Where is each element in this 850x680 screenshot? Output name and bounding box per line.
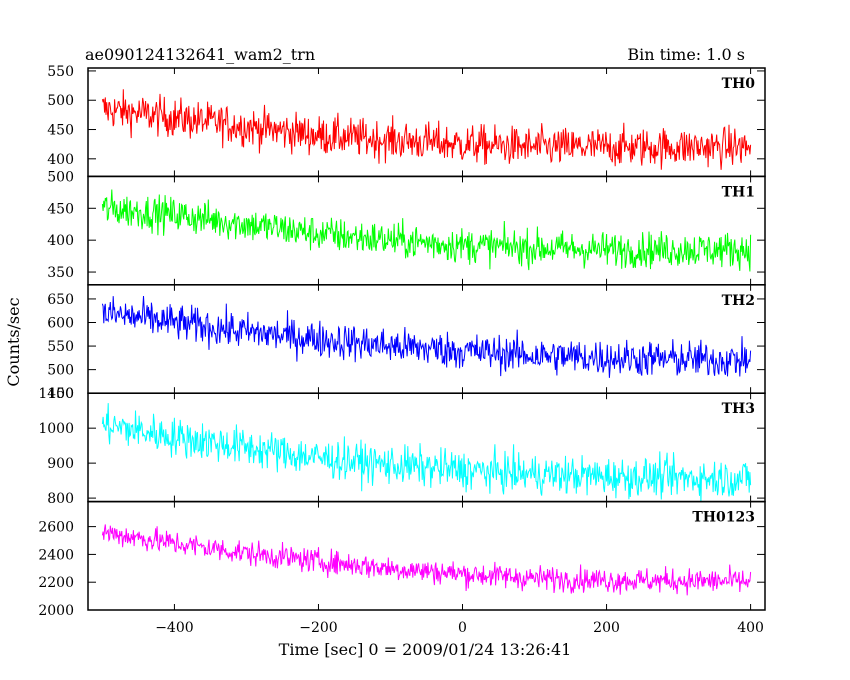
panels: 400 450 500 550 TH0 350 400 450 500 TH1 450 500 550 6… [38, 64, 766, 619]
series-label-th2: TH2 [722, 293, 755, 309]
x-axis-label: Time [sec] 0 = 2009/01/24 13:26:41 [279, 640, 572, 659]
y-tick-label: 800 [47, 491, 74, 507]
y-tick-label: 350 [47, 265, 74, 281]
series-label-th0: TH0 [722, 76, 756, 92]
y-tick-label: 1100 [38, 386, 74, 402]
panel-th3: 800 900 1000 1100 TH3 [38, 386, 766, 507]
y-tick-label: 500 [47, 363, 74, 379]
y-tick-label: 600 [47, 316, 74, 332]
y-tick-label: 1000 [38, 421, 74, 437]
series-line-th3 [101, 403, 752, 502]
y-tick-label: 550 [47, 64, 74, 80]
y-tick-label: 550 [47, 339, 74, 355]
y-tick-label: 450 [47, 386, 74, 402]
series-line-th0 [101, 89, 752, 170]
y-tick-label: 400 [47, 233, 74, 249]
x-tick-label: 0 [458, 620, 467, 636]
panel-th0: 400 450 500 550 TH0 [47, 64, 766, 178]
y-tick-label: 400 [47, 152, 74, 168]
x-tick-label: 200 [593, 620, 620, 636]
series-line-th0123 [101, 524, 752, 596]
series-line-th1 [101, 189, 752, 272]
series-label-th3: TH3 [722, 401, 755, 417]
panel-th2: 450 500 550 600 650 TH2 [47, 284, 766, 402]
y-tick-label: 900 [47, 456, 74, 472]
y-tick-label: 2000 [38, 603, 74, 619]
y-axis-label: Counts/sec [4, 297, 23, 386]
series-line-th2 [101, 295, 752, 378]
series-label-th0123: TH0123 [692, 510, 755, 526]
y-tick-label: 650 [47, 292, 74, 308]
series-label-th1: TH1 [722, 184, 755, 200]
y-tick-label: 500 [47, 93, 74, 109]
y-tick-label: 500 [47, 169, 74, 185]
x-tick-label: −400 [155, 620, 193, 636]
panel-frame [87, 500, 766, 611]
panel-th0123: 2000 2200 2400 2600 TH0123 [38, 500, 766, 619]
panel-frame [87, 175, 766, 286]
y-tick-label: 450 [47, 123, 74, 139]
x-tick-label: −200 [299, 620, 337, 636]
bin-time-label: Bin time: 1.0 s [627, 45, 745, 64]
y-tick-label: 2400 [38, 547, 74, 563]
panel-frame [87, 284, 766, 394]
y-tick-label: 450 [47, 201, 74, 217]
y-tick-label: 2200 [38, 575, 74, 591]
x-axis: −400 −200 0 200 400 [155, 620, 764, 636]
y-tick-label: 2600 [38, 520, 74, 536]
x-tick-label: 400 [737, 620, 764, 636]
chart-title: ae090124132641_wam2_trn [85, 45, 315, 64]
panel-th1: 350 400 450 500 TH1 [47, 169, 766, 286]
